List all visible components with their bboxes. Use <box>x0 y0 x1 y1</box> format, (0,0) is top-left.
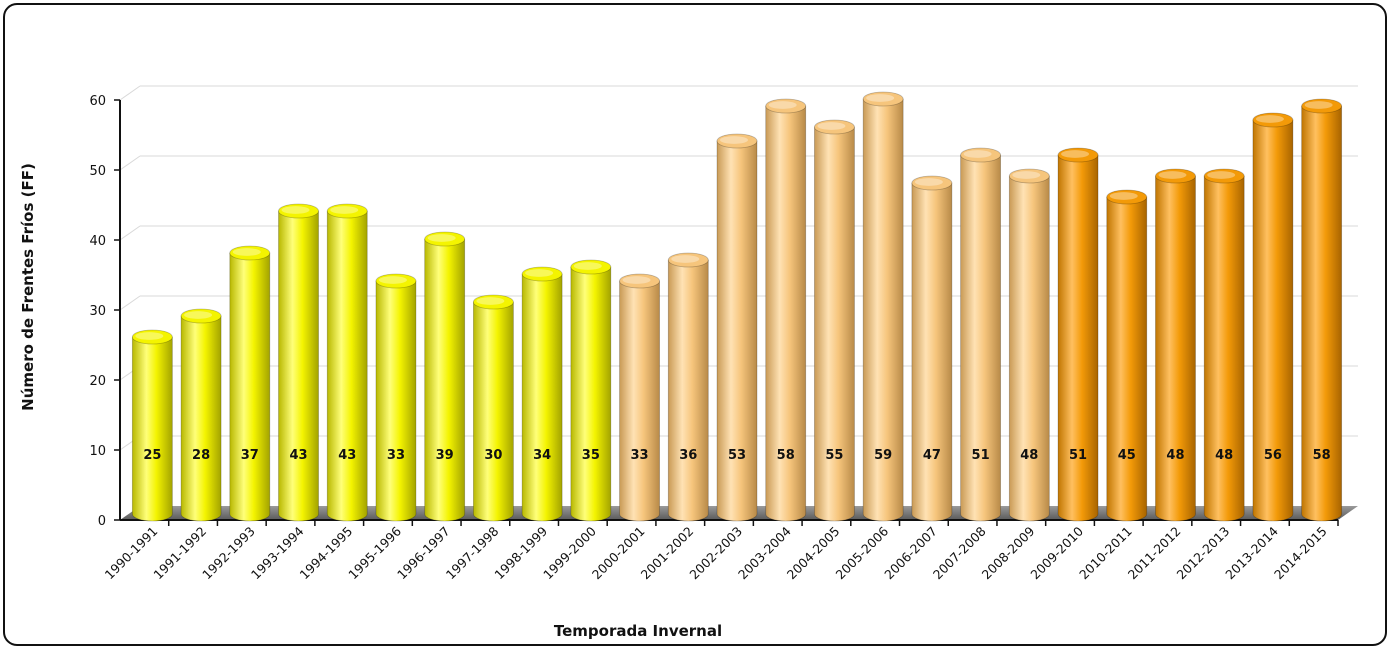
y-axis-title: Número de Frentes Fríos (FF) <box>19 163 37 411</box>
axes: 0 10 20 30 40 50 60 <box>89 94 1339 529</box>
gridline-side <box>119 85 141 101</box>
bar <box>375 273 417 522</box>
gridline-side <box>119 295 141 311</box>
x-tick-labels: 1990-19911991-19921992-19931993-19941994… <box>102 523 1330 582</box>
bar <box>570 259 612 522</box>
x-axis-title: Temporada Invernal <box>554 622 722 640</box>
bar <box>1252 112 1294 522</box>
data-label: 33 <box>387 448 405 463</box>
bar <box>180 308 222 522</box>
y-tick-label: 50 <box>89 164 106 179</box>
bar <box>1057 147 1099 522</box>
data-label: 37 <box>241 448 259 463</box>
gridline-side <box>119 155 141 171</box>
y-tick-label: 40 <box>89 234 106 249</box>
data-label: 59 <box>874 448 892 463</box>
data-label: 53 <box>728 448 746 463</box>
data-label: 55 <box>825 448 843 463</box>
bar <box>1155 168 1196 522</box>
data-label: 48 <box>1020 448 1038 463</box>
bar <box>1203 168 1245 522</box>
y-tick-label: 10 <box>89 444 106 459</box>
bar <box>814 119 855 522</box>
bar <box>1106 189 1148 522</box>
data-label: 48 <box>1166 448 1184 463</box>
data-label: 58 <box>777 448 795 463</box>
bar <box>472 294 514 522</box>
data-label: 39 <box>436 448 454 463</box>
data-label: 45 <box>1118 448 1136 463</box>
bar <box>326 203 368 522</box>
gridline-side <box>119 225 141 241</box>
bar <box>1301 98 1343 522</box>
y-tick-label: 60 <box>89 94 106 109</box>
data-label: 58 <box>1313 448 1331 463</box>
data-label: 51 <box>972 448 990 463</box>
bars <box>131 91 1343 522</box>
data-label: 25 <box>143 448 161 463</box>
data-label: 56 <box>1264 448 1282 463</box>
y-tick-label: 0 <box>98 514 106 529</box>
data-label: 28 <box>192 448 210 463</box>
bar <box>765 98 807 522</box>
y-tick-label: 20 <box>89 374 106 389</box>
bar <box>278 203 319 522</box>
data-label: 43 <box>289 448 307 463</box>
data-label: 30 <box>484 448 502 463</box>
bar <box>960 147 1001 522</box>
y-tick-label: 30 <box>89 304 106 319</box>
bar <box>1008 168 1050 522</box>
data-label: 34 <box>533 448 551 463</box>
data-label: 35 <box>582 448 600 463</box>
bar <box>229 245 271 522</box>
bar <box>521 266 563 522</box>
data-label: 33 <box>631 448 649 463</box>
data-label: 48 <box>1215 448 1233 463</box>
x-tick-label: 2014-2015 <box>1271 524 1330 583</box>
bar <box>619 273 660 522</box>
bar <box>667 252 709 522</box>
data-label: 51 <box>1069 448 1087 463</box>
data-label: 43 <box>338 448 356 463</box>
bar <box>862 91 904 522</box>
data-labels: 25 28 37 43 43 33 39 30 34 35 33 36 53 58 55 59 47 51 48 51… <box>143 448 1330 463</box>
bar <box>716 133 758 522</box>
bar <box>424 231 466 522</box>
bar <box>911 175 953 522</box>
data-label: 36 <box>679 448 697 463</box>
data-label: 47 <box>923 448 941 463</box>
bar <box>131 329 173 522</box>
